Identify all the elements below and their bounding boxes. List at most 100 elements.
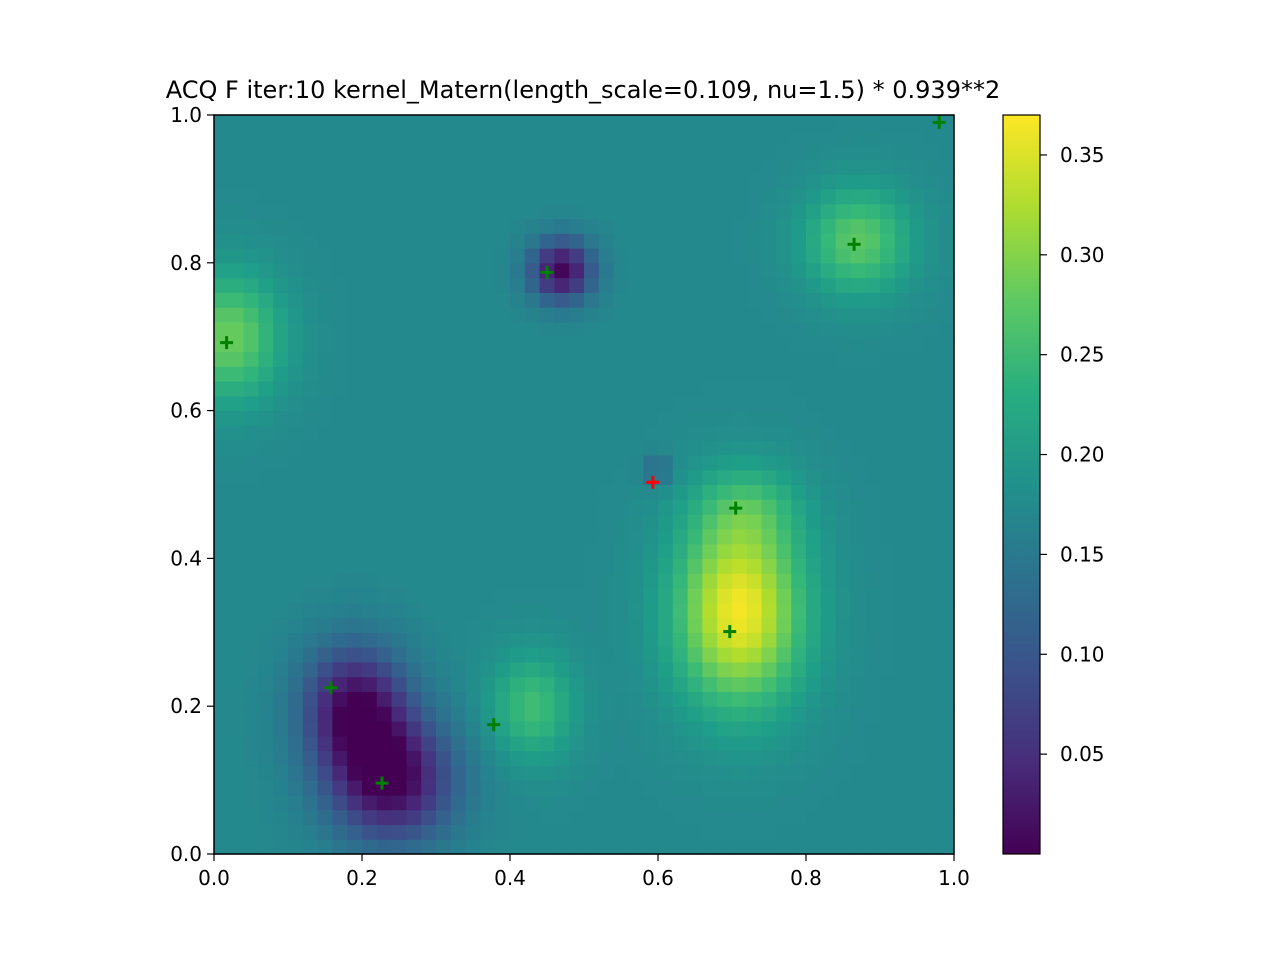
- heatmap-cell: [643, 499, 659, 515]
- heatmap-cell: [628, 336, 644, 353]
- heatmap-cell: [273, 809, 289, 826]
- heatmap-cell: [939, 351, 955, 367]
- heatmap-cell: [258, 144, 274, 160]
- heatmap-cell: [362, 115, 378, 131]
- heatmap-cell: [436, 381, 452, 397]
- heatmap-cell: [776, 307, 792, 323]
- heatmap-cell: [288, 307, 304, 323]
- heatmap-cell: [880, 307, 896, 323]
- heatmap-cell: [228, 321, 245, 338]
- heatmap-cell: [406, 277, 422, 293]
- heatmap-cell: [806, 632, 822, 648]
- heatmap-cell: [288, 514, 304, 530]
- heatmap-cell: [362, 262, 378, 279]
- heatmap-cell: [465, 218, 481, 234]
- heatmap-cell: [835, 794, 851, 811]
- heatmap-cell: [524, 632, 541, 648]
- heatmap-cell: [243, 351, 259, 367]
- heatmap-cell: [687, 499, 703, 515]
- heatmap-cell: [702, 248, 718, 264]
- heatmap-cell: [717, 174, 733, 190]
- heatmap-cell: [746, 794, 763, 811]
- heatmap-cell: [835, 159, 851, 175]
- heatmap-cell: [791, 410, 807, 426]
- heatmap-cell: [687, 144, 703, 160]
- heatmap-cell: [658, 720, 674, 737]
- heatmap-cell: [554, 454, 570, 471]
- heatmap-cell: [672, 292, 689, 308]
- heatmap-cell: [628, 780, 644, 796]
- heatmap-cell: [643, 809, 659, 826]
- heatmap-cell: [465, 454, 481, 471]
- heatmap-cell: [628, 647, 644, 663]
- heatmap-cell: [850, 573, 866, 589]
- heatmap-cell: [406, 262, 422, 279]
- heatmap-cell: [672, 587, 689, 604]
- heatmap-cell: [835, 425, 851, 441]
- heatmap-cell: [436, 203, 452, 220]
- heatmap-cell: [495, 750, 511, 766]
- heatmap-cell: [214, 720, 230, 737]
- heatmap-cell: [717, 454, 733, 471]
- heatmap-cell: [613, 351, 629, 367]
- heatmap-cell: [939, 277, 955, 293]
- heatmap-cell: [687, 780, 703, 796]
- heatmap-cell: [598, 528, 615, 545]
- heatmap-cell: [376, 543, 393, 559]
- heatmap-cell: [924, 381, 940, 397]
- heatmap-cell: [436, 144, 452, 160]
- heatmap-cell: [909, 381, 925, 397]
- heatmap-cell: [865, 499, 881, 515]
- heatmap-cell: [658, 233, 674, 249]
- heatmap-cell: [880, 558, 896, 574]
- heatmap-cell: [391, 292, 407, 308]
- heatmap-cell: [302, 514, 319, 530]
- heatmap-cell: [598, 233, 615, 249]
- heatmap-cell: [288, 735, 304, 752]
- heatmap-cell: [391, 587, 407, 604]
- heatmap-cell: [613, 454, 629, 471]
- heatmap-cell: [288, 351, 304, 367]
- heatmap-cell: [613, 706, 629, 722]
- heatmap-cell: [865, 587, 881, 604]
- heatmap-cell: [672, 602, 689, 619]
- heatmap-cell: [554, 218, 570, 234]
- heatmap-cell: [732, 794, 748, 811]
- heatmap-cell: [880, 676, 896, 693]
- heatmap-cell: [628, 469, 644, 486]
- heatmap-cell: [909, 292, 925, 308]
- heatmap-cell: [228, 174, 245, 190]
- heatmap-cell: [510, 233, 526, 249]
- heatmap-cell: [376, 661, 393, 678]
- heatmap-cell: [465, 203, 481, 220]
- heatmap-cell: [421, 528, 437, 545]
- heatmap-cell: [480, 351, 496, 367]
- heatmap-cell: [362, 277, 378, 293]
- heatmap-cell: [584, 602, 600, 619]
- heatmap-cell: [584, 188, 600, 205]
- heatmap-cell: [702, 750, 718, 766]
- heatmap-cell: [658, 839, 674, 855]
- heatmap-cell: [806, 617, 822, 633]
- heatmap-cell: [332, 824, 348, 840]
- heatmap-cell: [406, 484, 422, 500]
- heatmap-cell: [495, 262, 511, 279]
- heatmap-cell: [243, 203, 259, 220]
- heatmap-cell: [850, 794, 866, 811]
- heatmap-cell: [450, 484, 467, 500]
- heatmap-cell: [761, 144, 777, 160]
- heatmap-cell: [465, 809, 481, 826]
- heatmap-cell: [391, 174, 407, 190]
- heatmap-cell: [598, 469, 615, 486]
- heatmap-cell: [598, 839, 615, 855]
- heatmap-cell: [702, 780, 718, 796]
- heatmap-cell: [539, 720, 555, 737]
- heatmap-cell: [835, 514, 851, 530]
- heatmap-cell: [243, 115, 259, 131]
- heatmap-cell: [850, 558, 866, 574]
- heatmap-cell: [894, 188, 911, 205]
- heatmap-cell: [524, 469, 541, 486]
- heatmap-cell: [880, 499, 896, 515]
- heatmap-cell: [776, 573, 792, 589]
- heatmap-cell: [214, 188, 230, 205]
